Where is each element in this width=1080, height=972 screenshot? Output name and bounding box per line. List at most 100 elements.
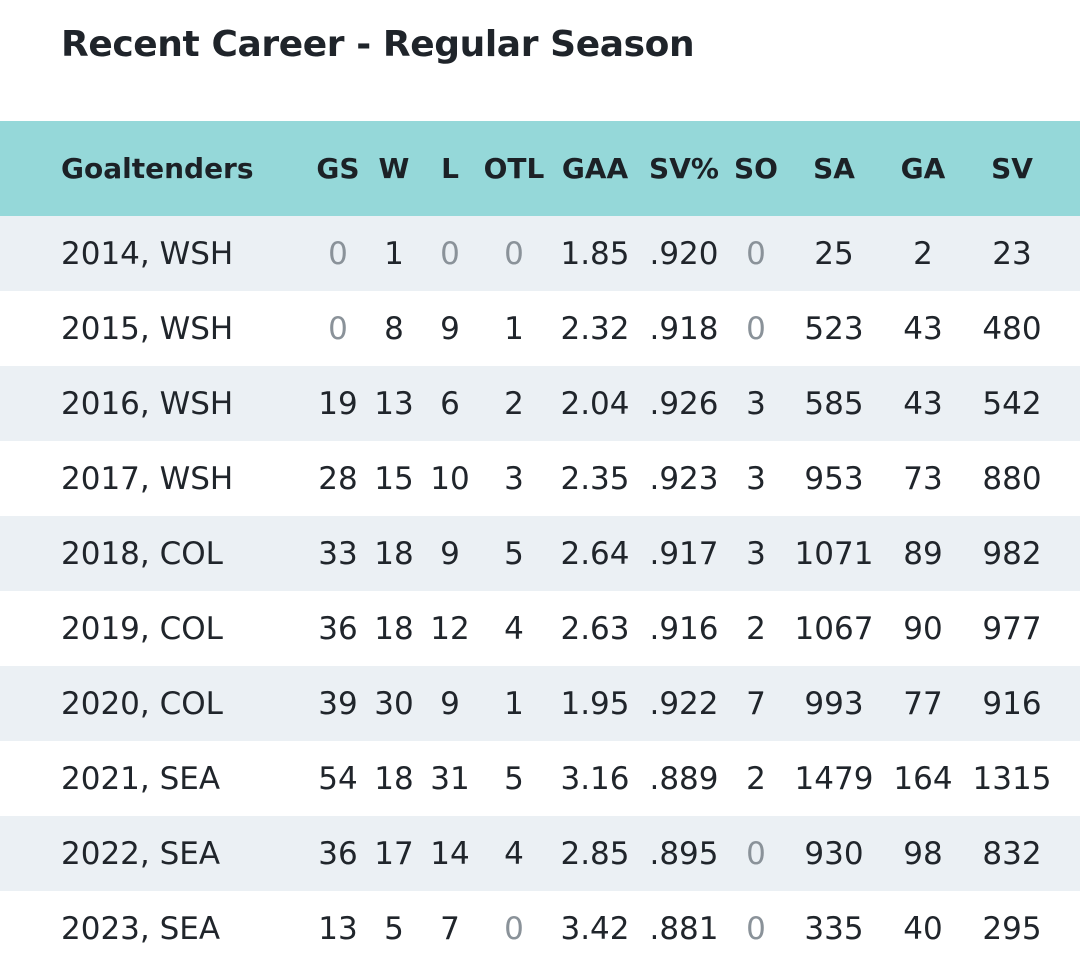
table-row: 2019, COL 36 18 12 4 2.63 .916 2 1067 90 977 xyxy=(0,591,1080,666)
cell-sa: 523 xyxy=(804,310,864,347)
cell-l: 9 xyxy=(440,685,460,722)
table-body: 2014, WSH 0 1 0 0 1.85.920 0 25 2 23 2015, WSH 0 8 9 1… xyxy=(0,216,1080,966)
cell-sv: 1315 xyxy=(972,760,1052,797)
cell-season-team[interactable]: 2020, COL xyxy=(61,685,223,722)
cell-ga: 77 xyxy=(903,685,943,722)
column-header-l[interactable]: L xyxy=(441,152,459,185)
cell-sv-pct: .923 xyxy=(649,460,719,497)
cell-otl: 0 xyxy=(504,910,524,947)
cell-season-team[interactable]: 2019, COL xyxy=(61,610,223,647)
cell-gaa: 2.85 xyxy=(560,835,630,872)
cell-gaa: 2.63 xyxy=(560,610,630,647)
cell-ga: 164 xyxy=(893,760,953,797)
career-stats-table: Goaltenders GS W L OTL GAA SV% SO SA GA … xyxy=(0,121,1080,966)
cell-w: 18 xyxy=(374,535,414,572)
cell-l: 12 xyxy=(430,610,470,647)
column-header-otl[interactable]: OTL xyxy=(483,152,545,185)
cell-gs: 36 xyxy=(318,835,358,872)
cell-season-team[interactable]: 2018, COL xyxy=(61,535,223,572)
cell-gs: 0 xyxy=(328,310,348,347)
column-header-sv[interactable]: SV xyxy=(991,152,1033,185)
cell-gaa: 3.16 xyxy=(560,760,630,797)
column-header-w[interactable]: W xyxy=(378,152,410,185)
cell-sv-pct: .895 xyxy=(649,835,719,872)
cell-gs: 13 xyxy=(318,910,358,947)
cell-sa: 335 xyxy=(804,910,864,947)
cell-l: 9 xyxy=(440,535,460,572)
cell-gs: 28 xyxy=(318,460,358,497)
cell-sv-pct: .917 xyxy=(649,535,719,572)
column-header-gs[interactable]: GS xyxy=(316,152,360,185)
cell-season-team[interactable]: 2017, WSH xyxy=(61,460,234,497)
table-row: 2015, WSH 0 8 9 1 2.32.918 0 523 43 480 xyxy=(0,291,1080,366)
cell-l: 31 xyxy=(430,760,470,797)
cell-otl: 5 xyxy=(504,760,524,797)
cell-otl: 4 xyxy=(504,835,524,872)
cell-gaa: 2.32 xyxy=(560,310,630,347)
cell-gs: 19 xyxy=(318,385,358,422)
cell-w: 8 xyxy=(384,310,404,347)
cell-gs: 0 xyxy=(328,235,348,272)
cell-l: 14 xyxy=(430,835,470,872)
table-row: 2014, WSH 0 1 0 0 1.85.920 0 25 2 23 xyxy=(0,216,1080,291)
cell-sv-pct: .881 xyxy=(649,910,719,947)
cell-w: 30 xyxy=(374,685,414,722)
cell-ga: 98 xyxy=(903,835,943,872)
cell-w: 5 xyxy=(384,910,404,947)
cell-w: 15 xyxy=(374,460,414,497)
cell-gs: 54 xyxy=(318,760,358,797)
page-title: Recent Career - Regular Season xyxy=(61,24,695,65)
cell-season-team[interactable]: 2014, WSH xyxy=(61,235,234,272)
cell-gaa: 2.64 xyxy=(560,535,630,572)
column-header-ga[interactable]: GA xyxy=(900,152,946,185)
cell-sa: 1479 xyxy=(794,760,874,797)
cell-w: 17 xyxy=(374,835,414,872)
table-header-row: Goaltenders GS W L OTL GAA SV% SO SA GA … xyxy=(0,121,1080,216)
cell-otl: 4 xyxy=(504,610,524,647)
cell-so: 2 xyxy=(746,610,766,647)
cell-gaa: 1.95 xyxy=(560,685,630,722)
column-header-sa[interactable]: SA xyxy=(813,152,855,185)
cell-otl: 2 xyxy=(504,385,524,422)
cell-l: 6 xyxy=(440,385,460,422)
cell-so: 3 xyxy=(746,385,766,422)
cell-so: 0 xyxy=(746,835,766,872)
cell-ga: 73 xyxy=(903,460,943,497)
cell-sa: 1067 xyxy=(794,610,874,647)
cell-sv-pct: .918 xyxy=(649,310,719,347)
cell-season-team[interactable]: 2016, WSH xyxy=(61,385,234,422)
cell-sa: 930 xyxy=(804,835,864,872)
cell-season-team[interactable]: 2015, WSH xyxy=(61,310,234,347)
cell-sv: 542 xyxy=(982,385,1042,422)
cell-so: 2 xyxy=(746,760,766,797)
cell-w: 18 xyxy=(374,760,414,797)
cell-sv: 23 xyxy=(992,235,1032,272)
cell-ga: 40 xyxy=(903,910,943,947)
column-header-so[interactable]: SO xyxy=(734,152,778,185)
column-header-gaa[interactable]: GAA xyxy=(561,152,629,185)
cell-gs: 39 xyxy=(318,685,358,722)
cell-season-team[interactable]: 2022, SEA xyxy=(61,835,221,872)
column-header-goaltenders[interactable]: Goaltenders xyxy=(61,152,254,185)
cell-ga: 43 xyxy=(903,310,943,347)
cell-season-team[interactable]: 2021, SEA xyxy=(61,760,221,797)
cell-ga: 2 xyxy=(913,235,933,272)
cell-sv: 480 xyxy=(982,310,1042,347)
table-row: 2022, SEA 36 17 14 4 2.85 .895 0 930 98 832 xyxy=(0,816,1080,891)
column-header-sv-pct[interactable]: SV% xyxy=(649,152,719,185)
cell-sv: 880 xyxy=(982,460,1042,497)
table-row: 2021, SEA 54 18 31 5 3.16 .889 2 1479 164 1315 xyxy=(0,741,1080,816)
cell-sv: 295 xyxy=(982,910,1042,947)
cell-l: 10 xyxy=(430,460,470,497)
table-row: 2018, COL 33 18 9 5 2.64 .917 3 1071 89 982 xyxy=(0,516,1080,591)
cell-sv-pct: .922 xyxy=(649,685,719,722)
cell-otl: 5 xyxy=(504,535,524,572)
cell-gaa: 2.35 xyxy=(560,460,630,497)
table-row: 2020, COL 39 30 9 1 1.95 .922 7 993 77 916 xyxy=(0,666,1080,741)
cell-sa: 585 xyxy=(804,385,864,422)
cell-season-team[interactable]: 2023, SEA xyxy=(61,910,221,947)
cell-l: 7 xyxy=(440,910,460,947)
cell-so: 3 xyxy=(746,460,766,497)
cell-otl: 1 xyxy=(504,685,524,722)
table-row: 2017, WSH 28 15 10 3 2.35 .923 3 953 73 880 xyxy=(0,441,1080,516)
